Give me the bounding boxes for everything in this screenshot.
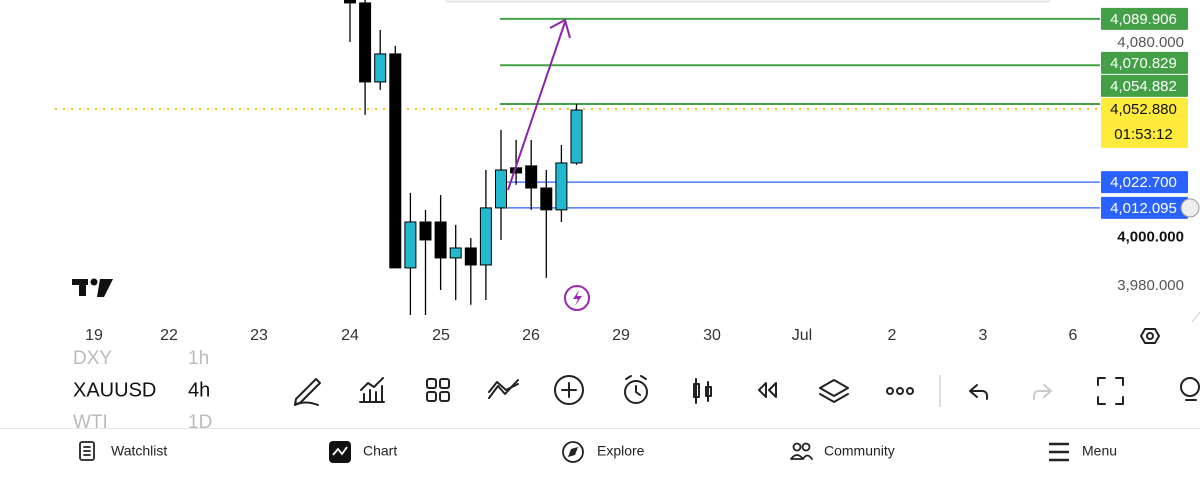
nav-watchlist[interactable]: Watchlist	[79, 441, 167, 461]
nav-label[interactable]: Watchlist	[111, 443, 167, 459]
x-tick-label: 3	[979, 327, 988, 344]
interval-prev[interactable]: 1h	[188, 348, 209, 369]
undo-tool[interactable]	[969, 384, 989, 400]
symbol-next[interactable]: WTI	[73, 412, 108, 433]
nav-label[interactable]: Explore	[597, 443, 645, 459]
add-tool[interactable]	[554, 375, 584, 405]
symbol-prev[interactable]: DXY	[73, 348, 112, 369]
nav-chart[interactable]: Chart	[329, 441, 397, 463]
x-tick-label: 2	[888, 327, 897, 344]
candle-body	[495, 169, 507, 209]
layers-tool[interactable]	[819, 379, 849, 403]
x-tick-label: 29	[612, 327, 630, 344]
candle-body	[555, 162, 568, 211]
x-tick-label: Jul	[792, 327, 812, 344]
symbol[interactable]: XAUUSD	[73, 379, 156, 401]
divider	[1191, 311, 1200, 323]
price-tag-label: 4,054.882	[1110, 78, 1177, 95]
alert-tool[interactable]	[624, 375, 648, 404]
price-tag-label: 4,022.700	[1110, 174, 1177, 191]
price-tag	[1101, 7, 1188, 30]
logo	[72, 278, 113, 297]
nav-label[interactable]: Community	[824, 443, 895, 459]
top-panel	[444, 0, 1051, 3]
fullscreen-tool[interactable]	[1097, 377, 1124, 405]
scroll-handle	[1180, 198, 1200, 218]
x-tick-label: 26	[522, 327, 540, 344]
event-icon[interactable]	[564, 285, 590, 311]
candle-body	[525, 165, 538, 189]
price-tag-label: 4,070.829	[1110, 55, 1177, 72]
x-tick-label: 30	[703, 327, 721, 344]
price-tag	[1101, 51, 1188, 74]
toolbar: DXY 1h XAUUSD 4h WTI 1D	[0, 348, 1200, 433]
interval-next[interactable]: 1D	[188, 412, 212, 433]
candle-body	[344, 0, 356, 4]
more-tool[interactable]	[886, 387, 914, 395]
price-tag	[1101, 97, 1188, 148]
draw-tool[interactable]	[294, 378, 321, 406]
price-tag	[1101, 74, 1188, 97]
candle-body	[404, 221, 417, 269]
candle-body	[479, 207, 492, 266]
x-tick-label: 23	[250, 327, 268, 344]
x-tick-label: 22	[160, 327, 178, 344]
nav-explore[interactable]: Explore	[562, 441, 645, 463]
x-tick-label: 25	[432, 327, 450, 344]
interval[interactable]: 4h	[188, 379, 210, 401]
chart-area: 4,080.0004,040.0004,000.0003,980.0001922…	[55, 0, 1200, 344]
redo-tool[interactable]	[1032, 384, 1052, 400]
price-tag	[1101, 171, 1188, 194]
x-tick-label: 24	[341, 327, 359, 344]
price-tag-label: 4,012.095	[1110, 200, 1177, 217]
candle-body	[419, 221, 432, 241]
settings-icon[interactable]	[1140, 328, 1160, 344]
candle-body	[359, 2, 372, 83]
compare-tool[interactable]	[488, 379, 519, 399]
x-tick-label: 19	[85, 327, 103, 344]
nav-label[interactable]: Chart	[363, 443, 397, 459]
candle-tool[interactable]	[693, 378, 712, 404]
y-tick-label: 4,080.000	[1117, 34, 1184, 51]
nav-community[interactable]: Community	[790, 442, 895, 460]
price-tag-label: 4,089.906	[1110, 11, 1177, 28]
nav-menu[interactable]: Menu	[1049, 443, 1117, 462]
replay-tool[interactable]	[758, 382, 777, 398]
indicators-tool[interactable]	[359, 377, 385, 403]
y-tick-label: 3,980.000	[1117, 277, 1184, 294]
candle-body	[374, 53, 387, 83]
bottom-nav: Watchlist Chart Explore Community Menu	[0, 428, 1200, 477]
candle-body	[540, 187, 553, 211]
candle-body	[434, 221, 447, 259]
countdown-label: 01:53:12	[1114, 126, 1172, 143]
price-tag	[1101, 196, 1188, 219]
nav-label[interactable]: Menu	[1082, 443, 1117, 459]
candle-body	[570, 109, 583, 164]
ideas-tool[interactable]	[1180, 377, 1200, 401]
trend-arrow	[507, 18, 571, 191]
candle-body	[464, 247, 477, 266]
candle-body	[449, 247, 462, 259]
price-tag-label: 4,052.880	[1110, 101, 1177, 118]
y-tick-label: 4,000.000	[1117, 228, 1184, 245]
candle-body	[389, 53, 402, 269]
layout-tool[interactable]	[426, 378, 450, 402]
x-tick-label: 6	[1069, 327, 1078, 344]
